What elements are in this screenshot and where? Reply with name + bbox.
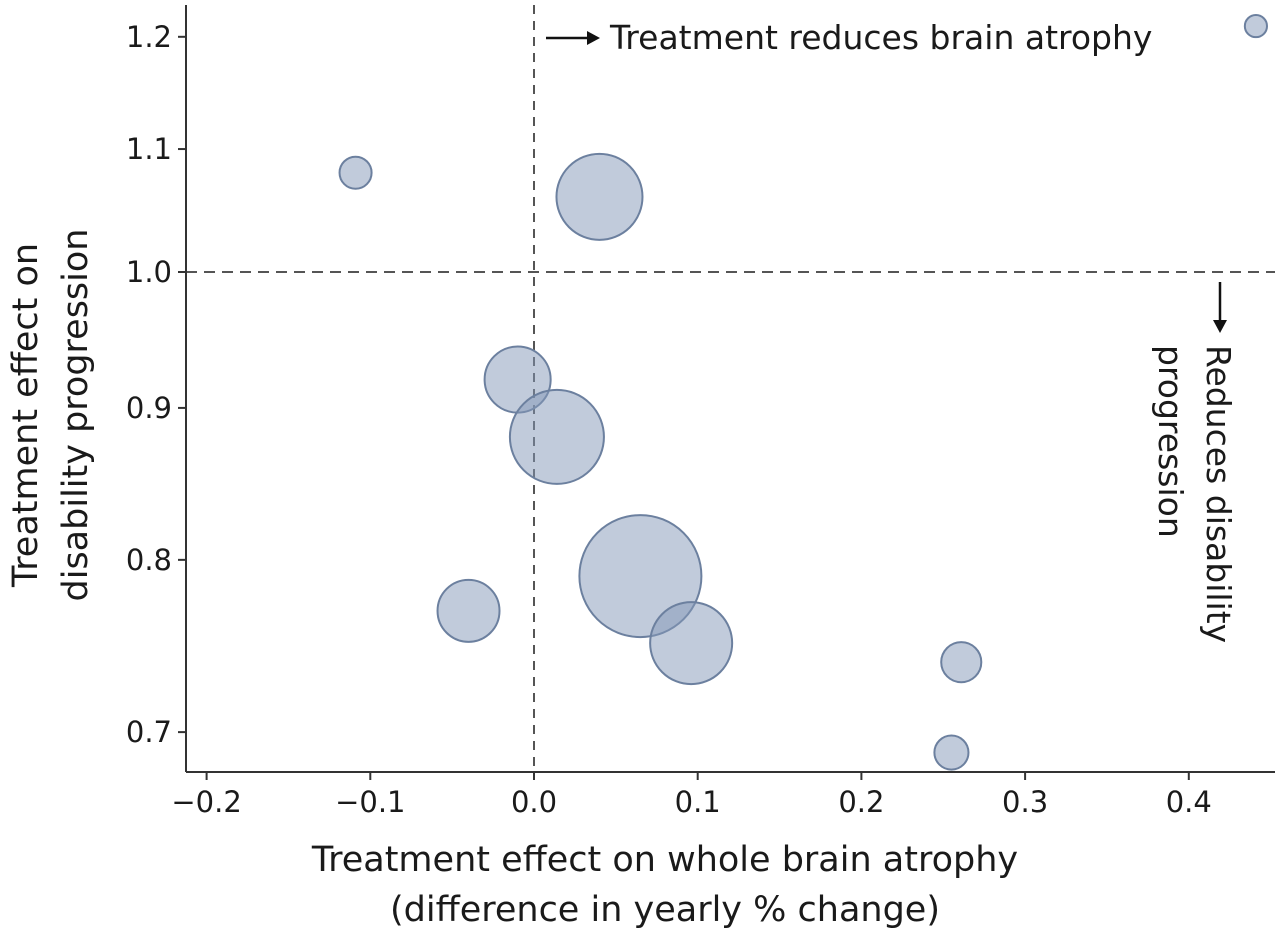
- x-axis-title-line2: (difference in yearly % change): [390, 890, 940, 930]
- y-tick-label: 1.1: [126, 132, 172, 166]
- reference-lines: [186, 5, 1275, 772]
- y-tick-label: 1.2: [126, 20, 172, 54]
- bubble-point-2: [338, 155, 373, 190]
- x-tick-label: 0.1: [675, 785, 721, 819]
- bubble-point-1: [1243, 14, 1268, 39]
- axes: [185, 5, 1275, 773]
- y-tick-label: 0.8: [126, 543, 172, 577]
- x-axis-title-line1: Treatment effect on whole brain atrophy: [311, 840, 1018, 880]
- y-tick-label: 0.7: [126, 715, 172, 749]
- y-tick-label: 1.0: [126, 255, 172, 289]
- right-arrowhead-icon: [587, 31, 600, 45]
- y-direction-label-line1: Reduces disability: [1199, 345, 1238, 643]
- bubble-point-9: [940, 641, 983, 684]
- x-direction-annotation: Treatment reduces brain atrophy: [546, 18, 1152, 57]
- y-axis-title-line2: disability progression: [56, 229, 96, 602]
- bubbles: [338, 14, 1268, 771]
- bubble-point-10: [933, 734, 970, 771]
- ticks: −0.2 −0.1 0.0 0.1 0.2 0.3 0.4 0.7 0.8 0.9 1.0 1.1 1.…: [126, 20, 1212, 819]
- bubble-point-3: [555, 152, 644, 241]
- x-tick-label: −0.1: [335, 785, 405, 819]
- down-arrowhead-icon: [1213, 320, 1227, 333]
- y-axis-title-line1: Treatment effect on: [6, 243, 46, 588]
- x-tick-label: 0.0: [511, 785, 557, 819]
- x-tick-label: −0.2: [171, 785, 241, 819]
- bubble-point-5: [508, 388, 605, 485]
- y-direction-label-line2: progression: [1151, 345, 1190, 538]
- bubble-point-7: [436, 578, 501, 643]
- x-tick-label: 0.2: [838, 785, 884, 819]
- y-tick-label: 0.9: [126, 391, 172, 425]
- x-direction-label: Treatment reduces brain atrophy: [609, 18, 1152, 57]
- y-direction-annotation: Reduces disability progression: [1151, 282, 1238, 643]
- x-tick-label: 0.3: [1002, 785, 1048, 819]
- x-tick-label: 0.4: [1166, 785, 1212, 819]
- bubble-point-8: [649, 601, 734, 686]
